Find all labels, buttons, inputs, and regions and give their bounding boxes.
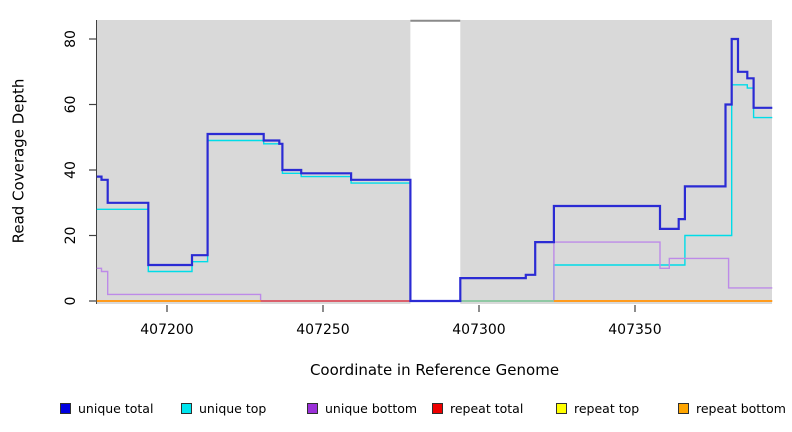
y-tick-label: 0 xyxy=(63,297,79,306)
x-tick-label: 407300 xyxy=(452,322,505,338)
x-axis-title: Coordinate in Reference Genome xyxy=(309,361,560,379)
y-tick-label: 60 xyxy=(63,96,79,114)
series-unique-bottom-line xyxy=(96,241,773,302)
x-tick-label: 407250 xyxy=(296,322,349,338)
series-unique-total-line xyxy=(96,37,773,303)
x-tick-label: 407200 xyxy=(140,322,193,338)
x-tick-label: 407350 xyxy=(608,322,661,338)
y-tick-label: 40 xyxy=(63,161,79,179)
y-tick-label: 80 xyxy=(63,30,79,48)
y-axis-title: Read Coverage Depth xyxy=(9,78,27,244)
coverage-gap-band xyxy=(410,20,461,304)
y-tick-label: 20 xyxy=(63,227,79,245)
